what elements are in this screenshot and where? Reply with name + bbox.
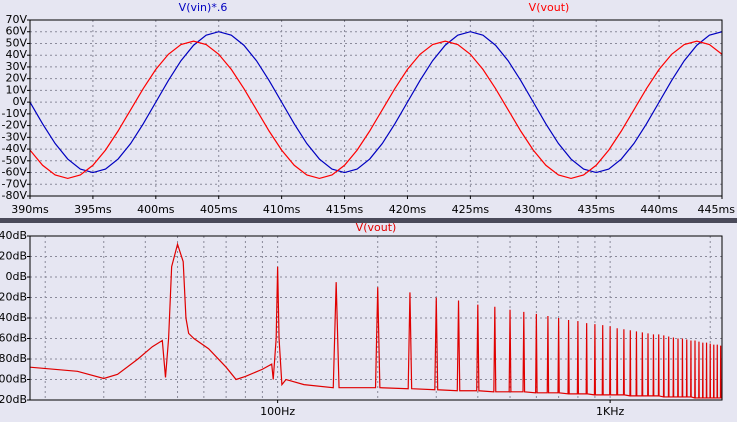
y-tick-label: -70V [2, 177, 28, 190]
y-tick-label: 20V [5, 72, 27, 85]
x-tick-label: 410ms [263, 203, 301, 216]
x-tick-label: 415ms [326, 203, 364, 216]
y-tick-label: -80dB [0, 352, 27, 365]
x-tick-label: 1KHz [596, 405, 624, 418]
x-tick-label: 435ms [577, 203, 615, 216]
y-tick-label: 30V [5, 60, 27, 73]
series-group [30, 242, 722, 399]
y-tick-label: -20V [2, 119, 28, 132]
legend-label: V(vout) [356, 221, 397, 234]
series-line [30, 40, 722, 180]
y-tick-label: -40dB [0, 311, 27, 324]
y-tick-label: -30V [2, 130, 28, 143]
y-tick-label: 70V [5, 13, 27, 26]
legend-label: V(vout) [529, 1, 570, 14]
y-tick-label: 60V [5, 25, 27, 38]
y-tick-label: -60dB [0, 332, 27, 345]
x-tick-label: 395ms [74, 203, 112, 216]
y-tick-label: 10V [5, 83, 27, 96]
plot-border [29, 19, 723, 197]
y-tick-label: -10V [2, 107, 28, 120]
x-tick-label: 400ms [137, 203, 175, 216]
legend-label: V(vin)*.6 [179, 1, 228, 14]
x-tick-label: 405ms [200, 203, 238, 216]
x-tick-label: 445ms [698, 203, 736, 216]
panel-separator [0, 218, 737, 223]
y-tick-label: 50V [5, 36, 27, 49]
y-tick-label: -120dB [0, 393, 27, 406]
y-tick-label: -60V [2, 166, 28, 179]
plot-area [30, 20, 722, 196]
y-tick-label: -80V [2, 189, 28, 202]
y-tick-label: -100dB [0, 373, 27, 386]
series-line [30, 31, 722, 174]
x-tick-label: 390ms [11, 203, 49, 216]
plot-border [29, 235, 723, 401]
x-tick-label: 100Hz [260, 405, 295, 418]
x-tick-label: 425ms [452, 203, 490, 216]
y-tick-label: 0dB [5, 270, 27, 283]
series-line [30, 242, 722, 399]
x-tick-label: 420ms [389, 203, 427, 216]
y-tick-label: 20dB [0, 250, 27, 263]
x-tick-label: 430ms [515, 203, 553, 216]
y-tick-label: -40V [2, 142, 28, 155]
x-tick-label: 440ms [640, 203, 678, 216]
y-tick-label: 40V [5, 48, 27, 61]
y-tick-label: 40dB [0, 229, 27, 242]
y-tick-label: -20dB [0, 291, 27, 304]
series-group [30, 31, 722, 180]
y-tick-label: 0V [12, 95, 27, 108]
y-tick-label: -50V [2, 154, 28, 167]
